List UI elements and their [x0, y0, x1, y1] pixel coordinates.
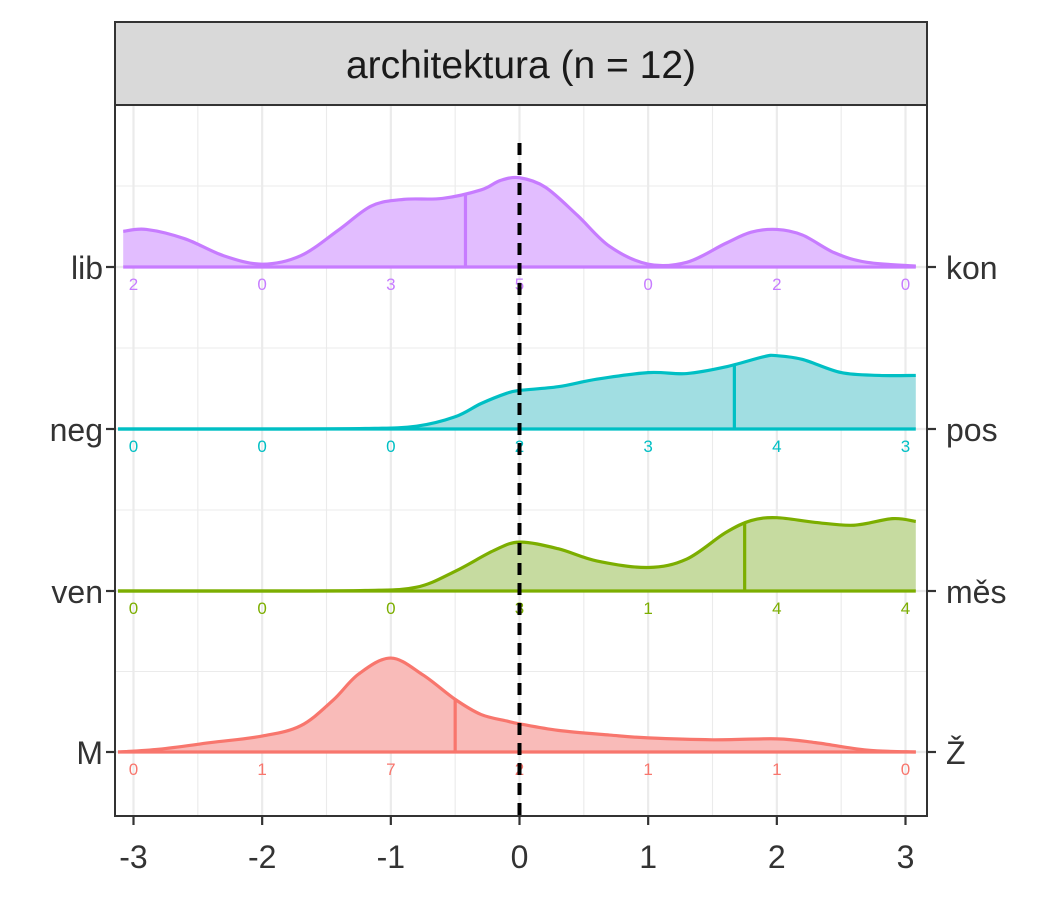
count-label: 0 [129, 760, 138, 779]
count-label: 4 [901, 599, 910, 618]
count-label: 0 [643, 275, 652, 294]
x-tick-label: 1 [639, 839, 657, 875]
count-label: 1 [257, 760, 266, 779]
density-fill [118, 658, 916, 752]
x-tick-label: 0 [511, 839, 529, 875]
density-ridges: 2035020000234300031440172110 [117, 175, 917, 779]
count-label: 1 [643, 760, 652, 779]
x-tick-label: -1 [377, 839, 405, 875]
count-label: 0 [257, 599, 266, 618]
count-label: 4 [772, 599, 781, 618]
count-label: 0 [257, 437, 266, 456]
left-axis-label: M [76, 735, 103, 771]
count-label: 0 [257, 275, 266, 294]
count-label: 4 [772, 437, 781, 456]
right-axis-label: měs [946, 574, 1006, 610]
count-label: 0 [129, 437, 138, 456]
strip-background [114, 21, 928, 106]
count-label: 3 [643, 437, 652, 456]
count-label: 0 [901, 760, 910, 779]
strip-title: architektura (n = 12) [346, 44, 696, 87]
left-axis-label: neg [50, 412, 103, 448]
density-curve [123, 175, 916, 268]
count-label: 1 [772, 760, 781, 779]
x-tick-label: 3 [897, 839, 915, 875]
count-label: 2 [129, 275, 138, 294]
x-tick-label: -2 [248, 839, 276, 875]
left-axis-label: ven [51, 574, 103, 610]
right-axis-label: Ž [946, 735, 966, 771]
left-axis-label: lib [71, 250, 103, 286]
count-label: 0 [129, 599, 138, 618]
x-tick-label: 2 [768, 839, 786, 875]
density-curve [117, 656, 916, 754]
count-label: 1 [643, 599, 652, 618]
ridge-ven: 0003144 [118, 516, 917, 618]
right-axis-label: pos [946, 412, 998, 448]
count-label: 3 [901, 437, 910, 456]
ridge-neg: 0002343 [118, 353, 916, 456]
count-label: 2 [772, 275, 781, 294]
count-label: 0 [386, 437, 395, 456]
count-label: 0 [386, 599, 395, 618]
axes: -3 -2 -1 0 1 2 3 lib kon neg pos ven měs M Ž [50, 250, 1007, 875]
x-tick-label: -3 [119, 839, 147, 875]
right-axis-label: kon [946, 250, 998, 286]
strip-header: architektura (n = 12) [114, 21, 928, 106]
density-fill [118, 517, 916, 592]
count-label: 0 [901, 275, 910, 294]
count-label: 3 [386, 275, 395, 294]
count-label: 7 [386, 760, 395, 779]
